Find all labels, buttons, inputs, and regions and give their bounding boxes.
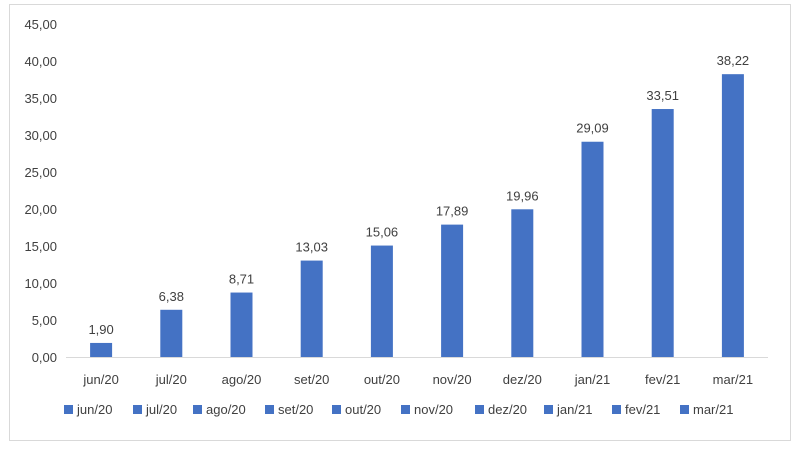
x-tick-label: jan/21 [574, 372, 610, 387]
data-label: 17,89 [436, 204, 469, 219]
legend-swatch [133, 405, 142, 414]
legend-label: fev/21 [625, 402, 660, 417]
x-tick-label: set/20 [294, 372, 329, 387]
legend-label: jan/21 [556, 402, 592, 417]
bar [441, 224, 464, 357]
bar [160, 309, 183, 357]
data-label: 38,22 [717, 53, 750, 68]
legend-swatch [193, 405, 202, 414]
x-tick-label: jul/20 [155, 372, 187, 387]
legend-label: set/20 [278, 402, 313, 417]
y-tick-label: 10,00 [24, 276, 57, 291]
data-label: 1,90 [88, 322, 113, 337]
legend-swatch [544, 405, 553, 414]
legend-label: nov/20 [414, 402, 453, 417]
data-label: 8,71 [229, 272, 254, 287]
data-label: 19,96 [506, 188, 539, 203]
data-label: 33,51 [646, 88, 679, 103]
legend-swatch [332, 405, 341, 414]
x-tick-label: jun/20 [82, 372, 118, 387]
data-label: 13,03 [295, 240, 328, 255]
bar [230, 292, 253, 357]
y-tick-label: 20,00 [24, 202, 57, 217]
legend-swatch [475, 405, 484, 414]
legend-swatch [680, 405, 689, 414]
y-tick-label: 30,00 [24, 128, 57, 143]
legend: jun/20 jul/20 ago/20 set/20 out/20 nov/20 dez/… [64, 402, 733, 417]
bar [370, 245, 393, 357]
data-label: 29,09 [576, 121, 609, 136]
legend-swatch [612, 405, 621, 414]
y-axis-labels: 0,00 5,00 10,00 15,00 20,00 25,00 30,00 35,00 40… [24, 17, 57, 365]
legend-swatch [64, 405, 73, 414]
data-label: 15,06 [366, 225, 399, 240]
bar [581, 141, 604, 357]
y-tick-label: 5,00 [32, 313, 57, 328]
legend-label: jun/20 [76, 402, 112, 417]
y-tick-label: 35,00 [24, 91, 57, 106]
bar [511, 209, 534, 357]
legend-label: dez/20 [488, 402, 527, 417]
y-tick-label: 45,00 [24, 17, 57, 32]
bar [90, 342, 113, 357]
x-tick-label: ago/20 [222, 372, 262, 387]
x-tick-label: mar/21 [713, 372, 753, 387]
data-labels: 1,90 6,38 8,71 13,03 15,06 17,89 19,96 29,09 33,… [88, 53, 749, 337]
y-tick-label: 15,00 [24, 239, 57, 254]
x-tick-label: fev/21 [645, 372, 680, 387]
x-tick-label: dez/20 [503, 372, 542, 387]
legend-swatch [401, 405, 410, 414]
bar [300, 260, 323, 357]
x-tick-label: nov/20 [433, 372, 472, 387]
legend-label: out/20 [345, 402, 381, 417]
bar [721, 74, 744, 357]
data-label: 6,38 [159, 289, 184, 304]
y-tick-label: 0,00 [32, 350, 57, 365]
x-tick-label: out/20 [364, 372, 400, 387]
x-axis-labels: jun/20 jul/20 ago/20 set/20 out/20 nov/20 dez/… [82, 372, 753, 387]
legend-label: ago/20 [206, 402, 246, 417]
legend-label: mar/21 [693, 402, 733, 417]
y-tick-label: 25,00 [24, 165, 57, 180]
legend-label: jul/20 [145, 402, 177, 417]
y-tick-label: 40,00 [24, 54, 57, 69]
bars [90, 74, 744, 357]
bar [651, 109, 674, 357]
legend-swatch [265, 405, 274, 414]
